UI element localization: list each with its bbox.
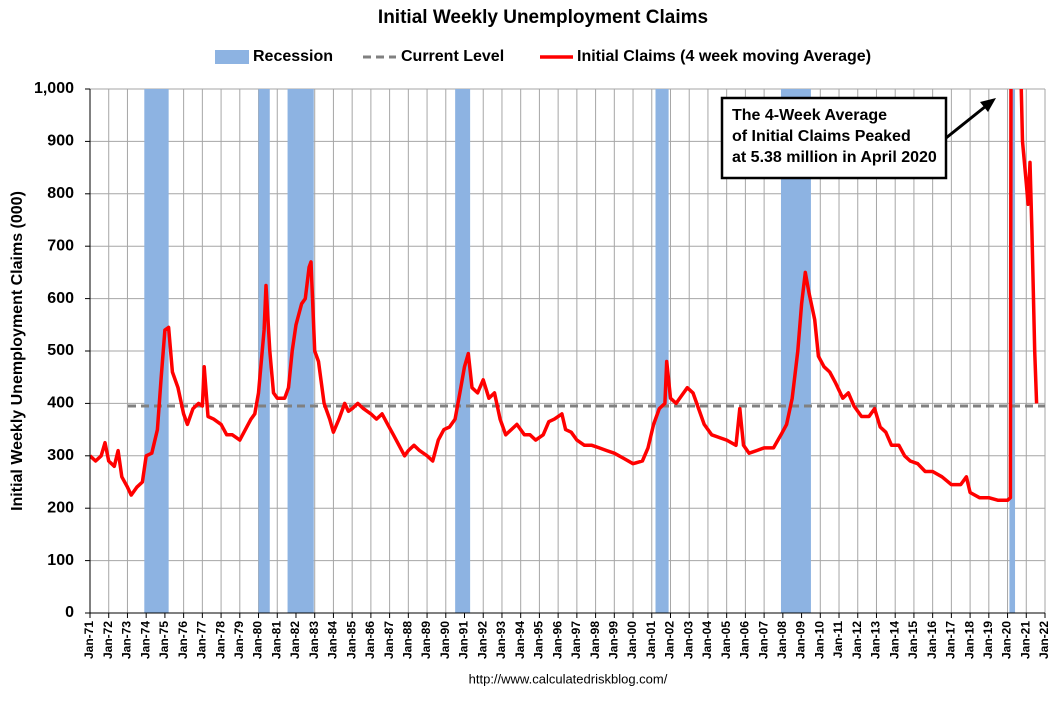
x-tick-label: Jan-71 (82, 621, 96, 659)
annotation-text: of Initial Claims Peaked (732, 128, 911, 145)
recession-band (258, 89, 270, 613)
x-tick-label: Jan-79 (232, 621, 246, 659)
x-tick-label: Jan-96 (550, 621, 564, 659)
series-line (90, 89, 1039, 503)
x-tick-label: Jan-18 (962, 621, 976, 659)
x-tick-label: Jan-13 (869, 621, 883, 659)
x-tick-label: Jan-86 (363, 621, 377, 659)
x-tick-label: Jan-78 (213, 621, 227, 659)
x-tick-label: Jan-97 (569, 621, 583, 659)
x-tick-label: Jan-82 (288, 621, 302, 659)
x-tick-label: Jan-22 (1037, 621, 1051, 659)
x-tick-label: Jan-09 (794, 621, 808, 659)
x-tick-label: Jan-76 (176, 621, 190, 659)
x-tick-label: Jan-03 (681, 621, 695, 659)
x-tick-label: Jan-14 (887, 621, 901, 659)
x-tick-label: Jan-89 (419, 621, 433, 659)
x-tick-label: Jan-84 (326, 621, 340, 659)
x-tick-label: Jan-83 (307, 621, 321, 659)
y-tick-label: 700 (47, 237, 74, 254)
x-tick-label: Jan-91 (457, 621, 471, 659)
x-tick-label: Jan-87 (382, 621, 396, 659)
x-tick-label: Jan-21 (1018, 621, 1032, 659)
y-tick-label: 400 (47, 395, 74, 412)
annotation-arrowhead (980, 98, 996, 112)
x-tick-label: Jan-93 (494, 621, 508, 659)
y-tick-label: 1,000 (34, 80, 74, 97)
x-tick-label: Jan-94 (513, 621, 527, 659)
x-tick-label: Jan-00 (625, 621, 639, 659)
annotation-text: at 5.38 million in April 2020 (732, 149, 937, 166)
legend: Recession Current Level Initial Claims (4 … (215, 48, 871, 65)
legend-label: Initial Claims (4 week moving Average) (577, 48, 871, 65)
x-tick-label: Jan-80 (251, 621, 265, 659)
x-tick-label: Jan-12 (850, 621, 864, 659)
legend-swatch (215, 50, 249, 64)
x-tick-label: Jan-15 (906, 621, 920, 659)
x-tick-label: Jan-08 (775, 621, 789, 659)
annotation-text: The 4-Week Average (732, 107, 887, 124)
x-tick-label: Jan-95 (532, 621, 546, 659)
legend-label: Recession (253, 48, 333, 65)
legend-label: Current Level (401, 48, 504, 65)
x-tick-label: Jan-98 (588, 621, 602, 659)
recessions (144, 89, 1016, 613)
x-tick-label: Jan-99 (606, 621, 620, 659)
x-tick-label: Jan-05 (719, 621, 733, 659)
y-tick-label: 300 (47, 447, 74, 464)
lines (90, 89, 1045, 503)
y-tick-label: 500 (47, 342, 74, 359)
annotation: The 4-Week Average of Initial Claims Peak… (720, 96, 996, 180)
y-tick-label: 0 (65, 604, 74, 621)
x-tick-label: Jan-81 (269, 621, 283, 659)
x-tick-label: Jan-04 (700, 621, 714, 659)
y-tick-label: 200 (47, 499, 74, 516)
x-tick-label: Jan-02 (663, 621, 677, 659)
source: http://www.calculatedriskblog.com/ (469, 671, 668, 686)
chart-title: Initial Weekly Unemployment Claims (378, 7, 708, 28)
x-tick-label: Jan-75 (157, 621, 171, 659)
x-tick-label: Jan-77 (195, 621, 209, 659)
x-tick-label: Jan-06 (738, 621, 752, 659)
annotation-arrow (945, 104, 987, 140)
x-tick-label: Jan-01 (644, 621, 658, 659)
recession-band (455, 89, 471, 613)
axes: 0 100 200 300 400 500 600 700 800 900 1,000 Jan-71 J… (34, 80, 1051, 659)
x-tick-label: Jan-72 (101, 621, 115, 659)
x-tick-label: Jan-92 (475, 621, 489, 659)
x-tick-label: Jan-90 (438, 621, 452, 659)
y-tick-label: 800 (47, 185, 74, 202)
x-tick-label: Jan-88 (401, 621, 415, 659)
y-tick-label: 600 (47, 290, 74, 307)
y-tick-label: 900 (47, 133, 74, 150)
x-tick-label: Jan-07 (756, 621, 770, 659)
x-tick-label: Jan-16 (925, 621, 939, 659)
recession-band (655, 89, 669, 613)
x-tick-label: Jan-11 (831, 621, 845, 659)
x-tick-label: Jan-10 (812, 621, 826, 659)
x-tick-label: Jan-85 (344, 621, 358, 659)
x-tick-label: Jan-19 (981, 621, 995, 659)
x-tick-label: Jan-74 (138, 621, 152, 659)
x-tick-label: Jan-20 (1000, 621, 1014, 659)
y-tick-label: 100 (47, 552, 74, 569)
x-tick-label: Jan-17 (944, 621, 958, 659)
y-axis-label: Initial Weekly Unemployment Claims (000) (9, 191, 26, 511)
x-tick-label: Jan-73 (120, 621, 134, 659)
